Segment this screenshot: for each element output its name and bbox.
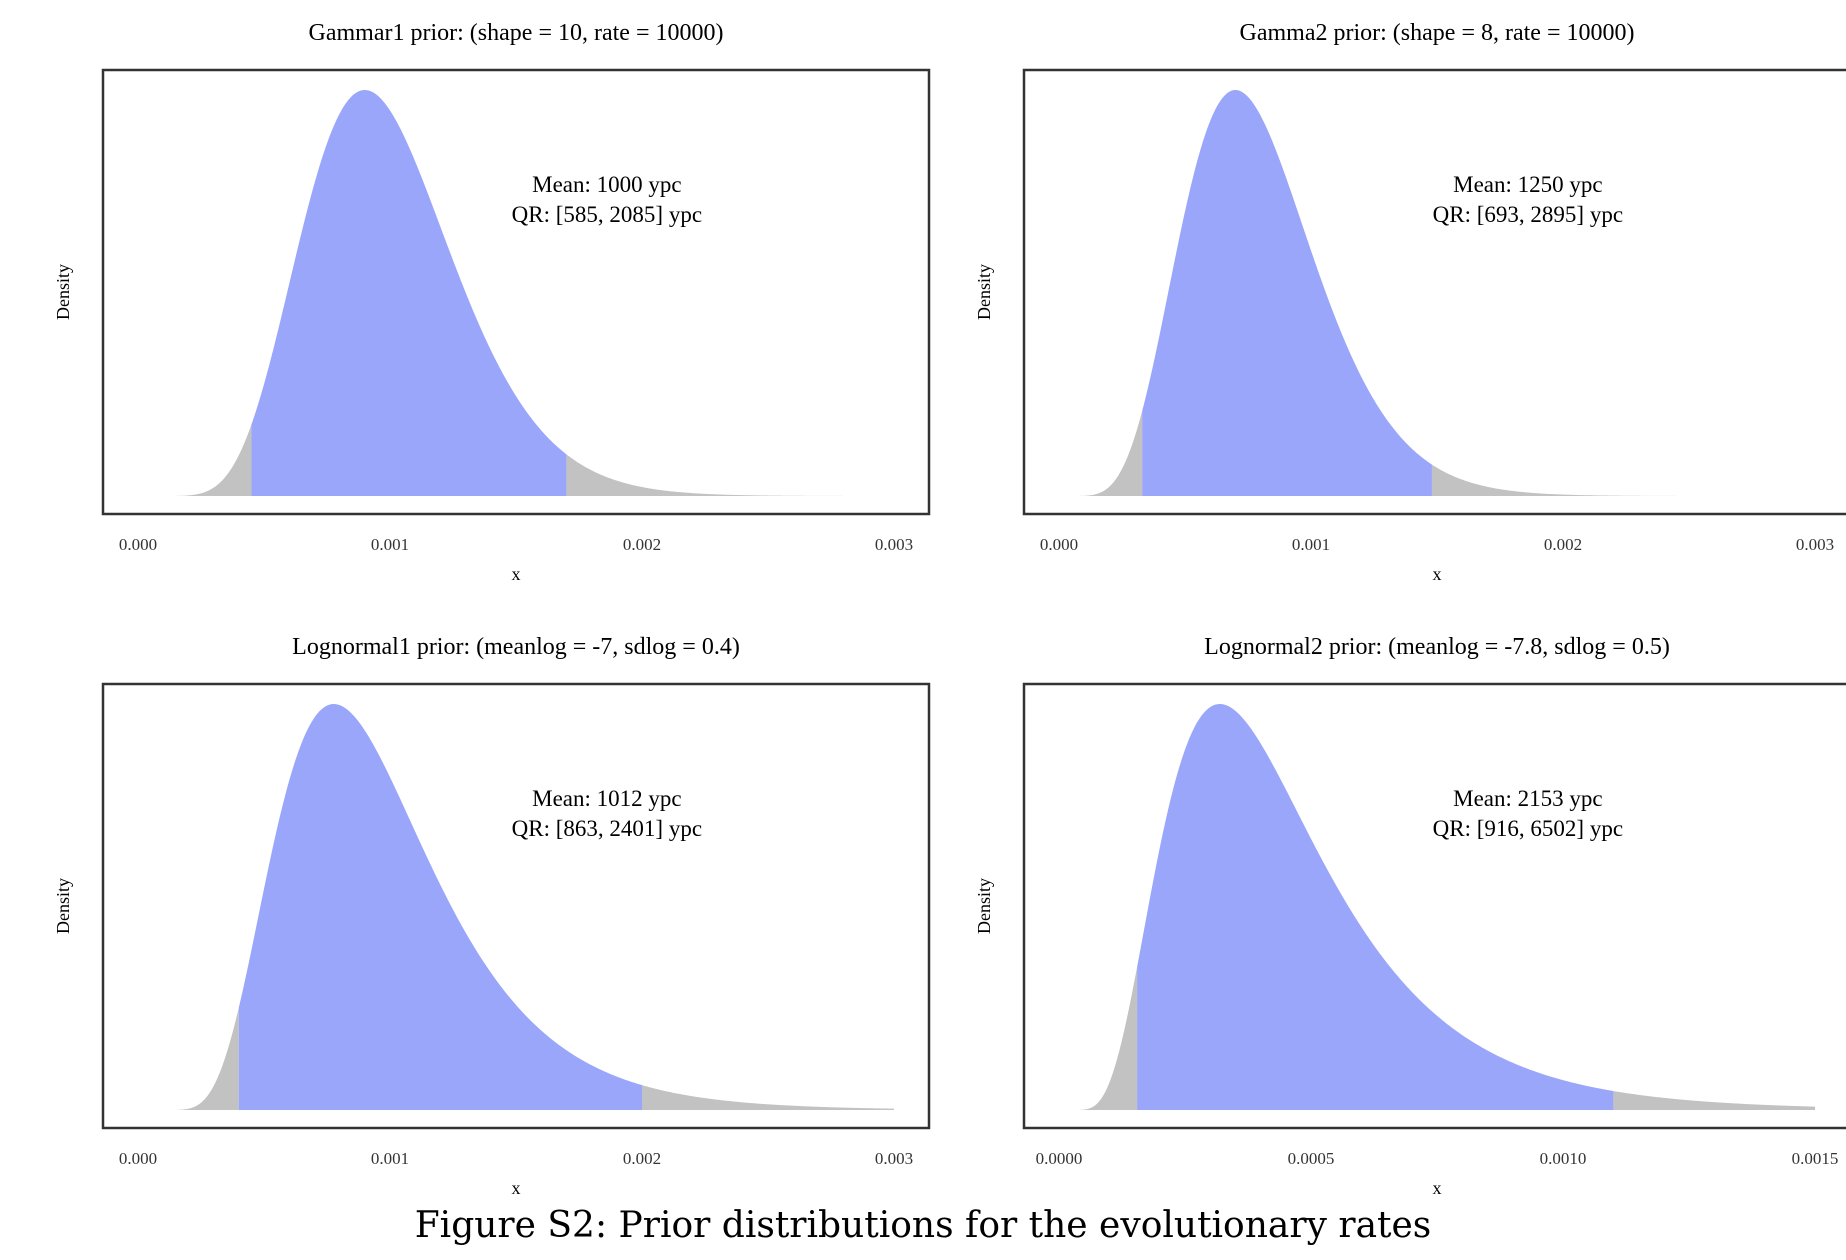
panel-frame [1022, 68, 1846, 516]
stat-annotation: Mean: 2153 ypc [1453, 786, 1602, 811]
stat-annotation: QR: [863, 2401] ypc [512, 816, 702, 841]
x-tick-label: 0.0005 [1288, 1149, 1335, 1168]
panel-title: Gammar1 prior: (shape = 10, rate = 10000… [309, 20, 724, 46]
x-tick-label: 0.002 [1544, 535, 1582, 554]
panel-frame [1022, 682, 1846, 1130]
stat-annotation: Mean: 1012 ypc [532, 786, 681, 811]
x-tick-label: 0.003 [1796, 535, 1834, 554]
x-tick-label: 0.0000 [1036, 1149, 1083, 1168]
right-tail-area [1613, 1091, 1815, 1110]
panel-title: Gamma2 prior: (shape = 8, rate = 10000) [1240, 20, 1635, 46]
y-axis-label: Density [974, 264, 994, 320]
stat-annotation: Mean: 1000 ypc [532, 172, 681, 197]
y-axis-label: Density [53, 878, 73, 934]
central-interval-area [1137, 704, 1614, 1110]
stat-annotation: Mean: 1250 ypc [1453, 172, 1602, 197]
left-tail-area [175, 1007, 239, 1110]
left-tail-area [1079, 411, 1143, 496]
x-tick-label: 0.002 [623, 1149, 661, 1168]
central-interval-area [251, 89, 567, 497]
x-tick-label: 0.000 [1040, 535, 1078, 554]
central-interval-area [238, 704, 643, 1110]
x-axis-label: x [1433, 564, 1442, 584]
x-tick-label: 0.003 [875, 1149, 913, 1168]
right-tail-area [566, 454, 894, 496]
panel-frame [101, 68, 931, 516]
central-interval-area [1142, 90, 1432, 496]
figure-caption: Figure S2: Prior distributions for the e… [414, 1205, 1432, 1246]
x-axis-label: x [1433, 1178, 1442, 1198]
x-tick-label: 0.001 [371, 1149, 409, 1168]
x-tick-label: 0.000 [119, 535, 157, 554]
y-axis-label: Density [974, 878, 994, 934]
y-axis-label: Density [53, 264, 73, 320]
right-tail-area [1431, 464, 1815, 496]
stat-annotation: QR: [585, 2085] ypc [512, 202, 702, 227]
x-tick-label: 0.001 [1292, 535, 1330, 554]
x-tick-label: 0.001 [371, 535, 409, 554]
x-tick-label: 0.003 [875, 535, 913, 554]
stat-annotation: QR: [693, 2895] ypc [1433, 202, 1623, 227]
x-tick-label: 0.000 [119, 1149, 157, 1168]
x-tick-label: 0.0010 [1540, 1149, 1587, 1168]
x-tick-label: 0.002 [623, 535, 661, 554]
panel-frame [101, 682, 931, 1130]
stat-annotation: QR: [916, 6502] ypc [1433, 816, 1623, 841]
x-tick-label: 0.0015 [1792, 1149, 1839, 1168]
right-tail-area [642, 1085, 894, 1110]
panel-title: Lognormal2 prior: (meanlog = -7.8, sdlog… [1204, 634, 1670, 660]
x-axis-label: x [512, 564, 521, 584]
x-axis-label: x [512, 1178, 521, 1198]
left-tail-area [175, 424, 252, 496]
panel-title: Lognormal1 prior: (meanlog = -7, sdlog =… [292, 634, 740, 660]
left-tail-area [1079, 966, 1138, 1110]
